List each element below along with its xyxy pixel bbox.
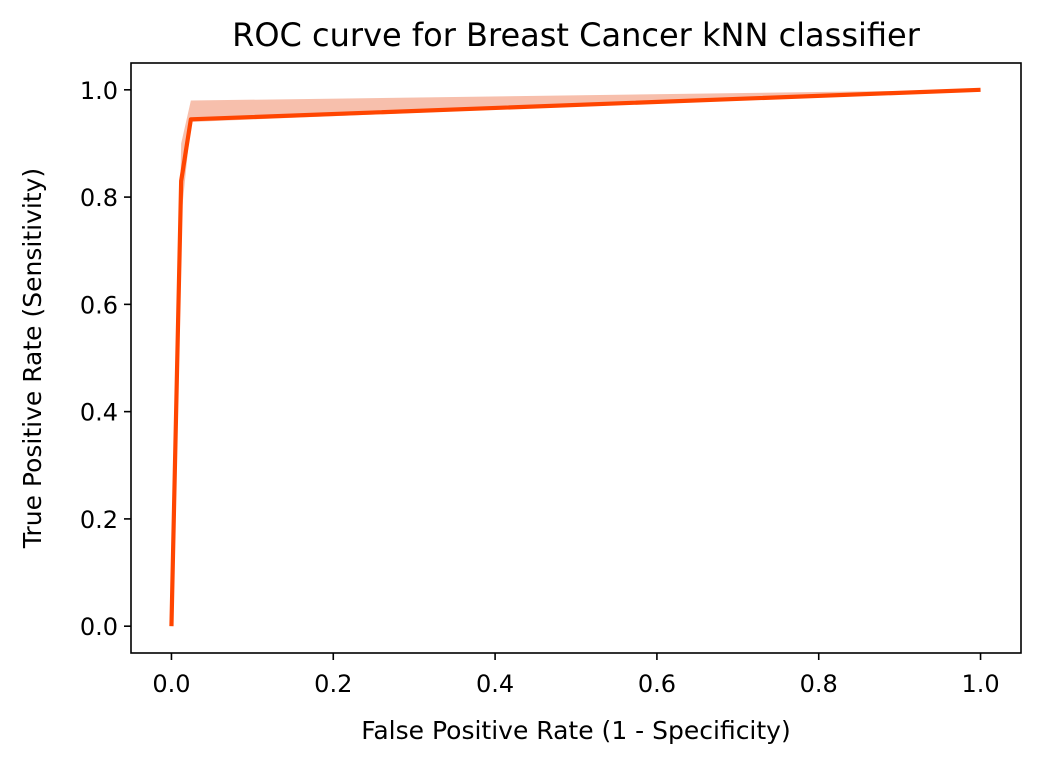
x-axis-label: False Positive Rate (1 - Specificity) — [361, 716, 790, 745]
y-tick-label: 0.8 — [80, 184, 118, 212]
x-tick-label: 0.8 — [800, 670, 838, 698]
roc-curve-line — [169, 87, 981, 627]
y-tick-label: 0.0 — [80, 613, 118, 641]
axes-frame — [130, 62, 1022, 654]
x-tick-label: 0.4 — [476, 670, 514, 698]
x-tick-label: 1.0 — [961, 670, 999, 698]
chart-title: ROC curve for Breast Cancer kNN classifi… — [232, 16, 921, 54]
y-axis-label: True Positive Rate (Sensitivity) — [18, 168, 47, 549]
y-tick-label: 0.4 — [80, 399, 118, 427]
plot-area — [169, 87, 981, 627]
y-tick-label: 1.0 — [80, 77, 118, 105]
x-tick-label: 0.6 — [638, 670, 676, 698]
y-tick-label: 0.6 — [80, 291, 118, 319]
y-axis-ticks: 0.0 0.2 0.4 0.6 0.8 1.0 — [80, 77, 131, 641]
x-tick-label: 0.0 — [152, 670, 190, 698]
y-tick-label: 0.2 — [80, 506, 118, 534]
x-tick-label: 0.2 — [314, 670, 352, 698]
x-axis-ticks: 0.0 0.2 0.4 0.6 0.8 1.0 — [152, 653, 1000, 698]
